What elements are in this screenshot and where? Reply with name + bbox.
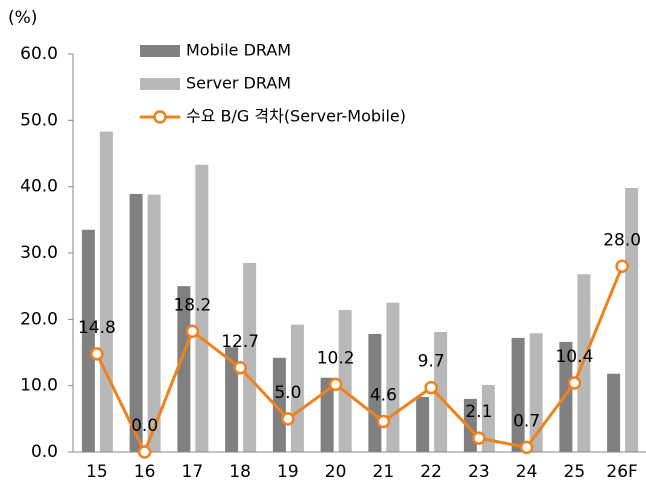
line-marker bbox=[137, 445, 152, 459]
bar bbox=[243, 262, 257, 452]
data-label: 28.0 bbox=[603, 230, 641, 250]
bar bbox=[81, 229, 95, 452]
line-marker bbox=[281, 412, 295, 426]
bar bbox=[129, 193, 143, 453]
bar bbox=[99, 131, 113, 453]
line-marker bbox=[519, 440, 534, 455]
bar bbox=[511, 337, 525, 452]
data-label: 9.7 bbox=[418, 352, 445, 372]
x-tick-label: 26F bbox=[606, 462, 637, 482]
y-tick-label: 10.0 bbox=[20, 376, 58, 396]
bar bbox=[625, 187, 639, 452]
line-marker bbox=[424, 380, 438, 395]
y-tick-label: 20.0 bbox=[20, 309, 58, 329]
line-marker bbox=[472, 431, 486, 445]
data-label: 14.8 bbox=[78, 318, 116, 338]
x-tick-label: 16 bbox=[134, 462, 156, 482]
y-tick-label: 50.0 bbox=[20, 110, 58, 130]
line-marker bbox=[328, 377, 343, 392]
line-marker bbox=[185, 324, 200, 339]
bar bbox=[338, 310, 352, 452]
line bbox=[95, 265, 624, 456]
x-tick-label: 19 bbox=[277, 462, 299, 482]
y-tick-label: 0.0 bbox=[31, 442, 58, 462]
data-label: 10.4 bbox=[555, 347, 593, 367]
bar bbox=[320, 377, 334, 452]
legend-marker bbox=[153, 110, 167, 124]
bar bbox=[607, 373, 621, 452]
x-tick-label: 22 bbox=[420, 462, 442, 482]
bar bbox=[147, 194, 161, 453]
legend-label: Server DRAM bbox=[186, 74, 291, 93]
bar bbox=[225, 347, 239, 452]
legend-label: 수요 B/G 격차(Server-Mobile) bbox=[186, 107, 406, 126]
data-label: 2.1 bbox=[465, 402, 492, 422]
data-label: 0.7 bbox=[513, 411, 540, 431]
x-tick-label: 18 bbox=[229, 462, 251, 482]
bar bbox=[416, 396, 430, 452]
y-tick-label: 30.0 bbox=[20, 243, 58, 263]
y-tick-label: 40.0 bbox=[20, 177, 58, 197]
data-label: 12.7 bbox=[221, 332, 259, 352]
line-marker bbox=[567, 376, 582, 390]
y-axis-label: (%) bbox=[8, 8, 37, 28]
line-marker bbox=[233, 361, 247, 375]
x-tick-label: 25 bbox=[564, 462, 586, 482]
data-label: 0.0 bbox=[131, 416, 158, 436]
line-marker bbox=[90, 347, 104, 361]
x-tick-label: 23 bbox=[468, 462, 490, 482]
legend-swatch bbox=[140, 45, 180, 57]
data-label: 10.2 bbox=[317, 348, 355, 368]
x-tick-label: 17 bbox=[182, 462, 204, 482]
bar bbox=[481, 385, 495, 452]
legend-label: Mobile DRAM bbox=[186, 41, 291, 60]
data-label: 18.2 bbox=[173, 295, 211, 315]
line-marker bbox=[376, 414, 391, 429]
y-tick-label: 60.0 bbox=[20, 44, 58, 64]
bar bbox=[434, 331, 448, 452]
data-label: 4.6 bbox=[370, 385, 397, 405]
bar bbox=[272, 357, 286, 452]
x-tick-label: 20 bbox=[325, 462, 347, 482]
data-label: 5.0 bbox=[274, 383, 301, 403]
x-tick-label: 15 bbox=[86, 462, 108, 482]
x-tick-label: 21 bbox=[373, 462, 395, 482]
legend-swatch bbox=[140, 78, 180, 90]
x-tick-label: 24 bbox=[516, 462, 538, 482]
bar bbox=[529, 333, 543, 452]
bar bbox=[386, 302, 400, 452]
line-marker bbox=[615, 259, 629, 274]
bar bbox=[195, 164, 209, 452]
